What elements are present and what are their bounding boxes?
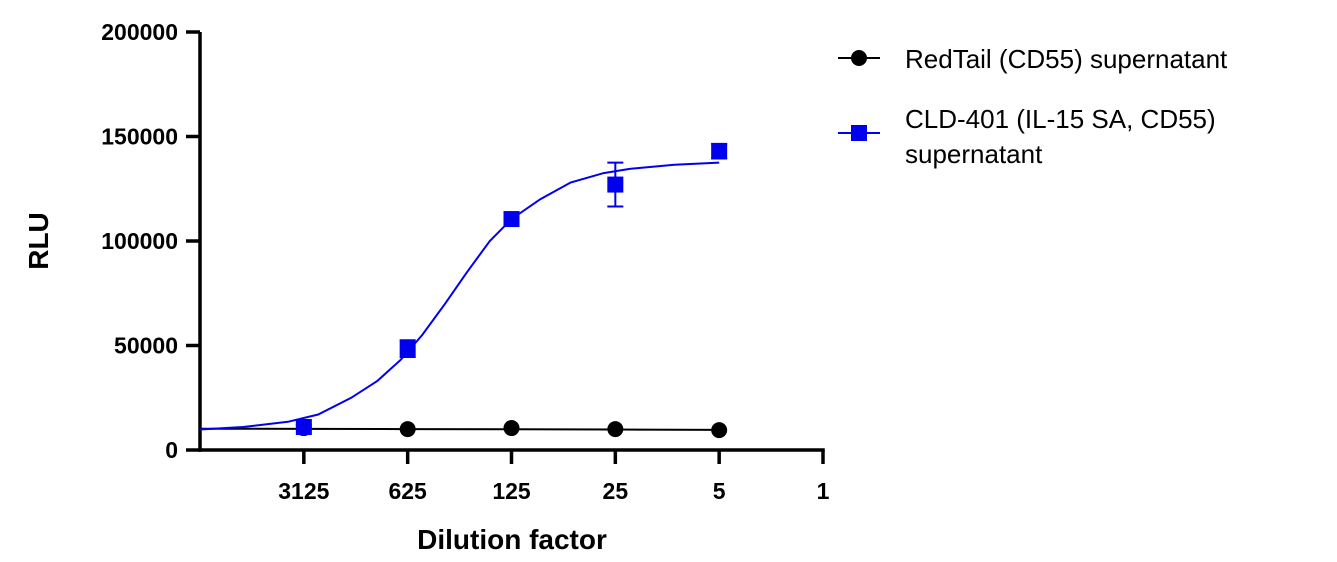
data-point bbox=[295, 419, 312, 436]
y-tick-label: 100000 bbox=[101, 228, 178, 254]
y-ticks: 0 50000 100000 150000 200000 bbox=[101, 19, 200, 463]
data-point bbox=[399, 421, 416, 438]
data-point bbox=[711, 143, 728, 160]
series-2 bbox=[199, 142, 728, 436]
data-point bbox=[503, 211, 520, 228]
x-tick-label: 5 bbox=[713, 478, 726, 504]
series-2-fit-curve bbox=[199, 161, 720, 431]
legend-marker bbox=[851, 50, 867, 66]
y-tick-label: 150000 bbox=[101, 124, 178, 150]
data-point bbox=[503, 420, 520, 437]
legend-marker bbox=[851, 125, 867, 141]
legend-entry-2: CLD-401 (IL-15 SA, CD55) supernatant bbox=[838, 104, 1216, 169]
legend-entry-1: RedTail (CD55) supernatant bbox=[838, 44, 1228, 74]
x-ticks: 3125 625 125 25 5 1 bbox=[278, 450, 830, 504]
legend-label: RedTail (CD55) supernatant bbox=[905, 44, 1228, 74]
x-tick-label: 625 bbox=[388, 478, 427, 504]
x-tick-label: 3125 bbox=[278, 478, 329, 504]
data-point bbox=[607, 421, 624, 438]
legend-label: CLD-401 (IL-15 SA, CD55) supernatant bbox=[905, 104, 1216, 169]
series-1-fit-curve bbox=[199, 427, 720, 431]
y-axis-title: RLU bbox=[23, 212, 54, 270]
plot-area bbox=[199, 142, 728, 439]
y-tick-label: 0 bbox=[165, 437, 178, 463]
x-tick-label: 125 bbox=[492, 478, 531, 504]
data-point bbox=[399, 340, 416, 357]
series-1 bbox=[199, 420, 728, 439]
y-tick-label: 50000 bbox=[114, 333, 178, 359]
x-tick-label: 1 bbox=[817, 478, 830, 504]
y-tick-label: 200000 bbox=[101, 19, 178, 45]
data-point bbox=[607, 176, 624, 193]
legend: RedTail (CD55) supernatant CLD-401 (IL-15… bbox=[838, 44, 1228, 169]
axes: 0 50000 100000 150000 200000 3125 625 125 25 5 1 bbox=[101, 19, 829, 504]
x-axis-title: Dilution factor bbox=[417, 524, 607, 555]
x-tick-label: 25 bbox=[603, 478, 629, 504]
data-point bbox=[711, 422, 728, 439]
